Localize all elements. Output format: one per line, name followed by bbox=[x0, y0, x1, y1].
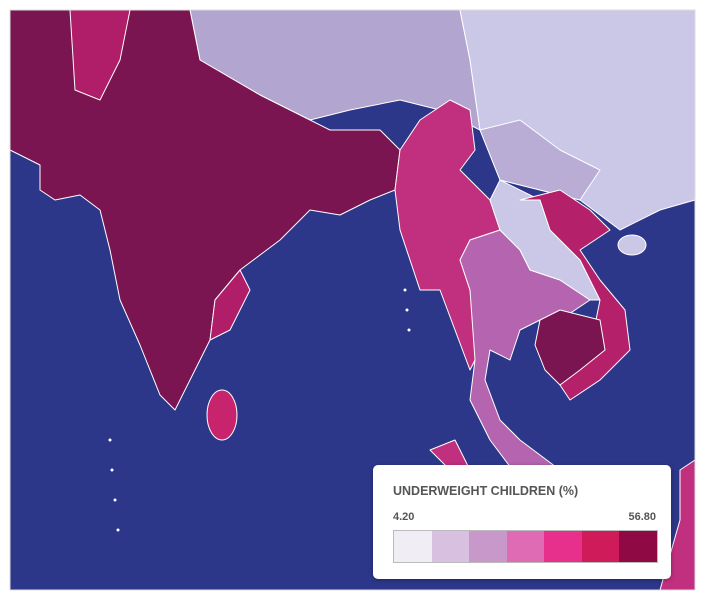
region-cambodia bbox=[534, 309, 606, 386]
region-india-south bbox=[209, 269, 251, 341]
legend-swatch bbox=[506, 531, 545, 562]
region-sri-lanka bbox=[206, 389, 238, 441]
legend-swatch bbox=[544, 531, 582, 562]
region-yunnan bbox=[479, 119, 601, 201]
legend-swatch bbox=[619, 531, 658, 562]
map-frame bbox=[9, 9, 696, 591]
islands bbox=[108, 288, 411, 532]
legend-swatch bbox=[431, 531, 470, 562]
legend-scale bbox=[393, 530, 658, 563]
legend-swatch bbox=[581, 531, 620, 562]
region-hainan bbox=[617, 234, 647, 256]
legend-swatch bbox=[469, 531, 507, 562]
legend-swatch bbox=[394, 531, 432, 562]
legend-max: 56.80 bbox=[628, 511, 656, 523]
legend-min: 4.20 bbox=[393, 511, 415, 523]
legend: UNDERWEIGHT CHILDREN (%) 4.20 56.80 bbox=[373, 465, 671, 579]
legend-title: UNDERWEIGHT CHILDREN (%) bbox=[393, 484, 579, 498]
